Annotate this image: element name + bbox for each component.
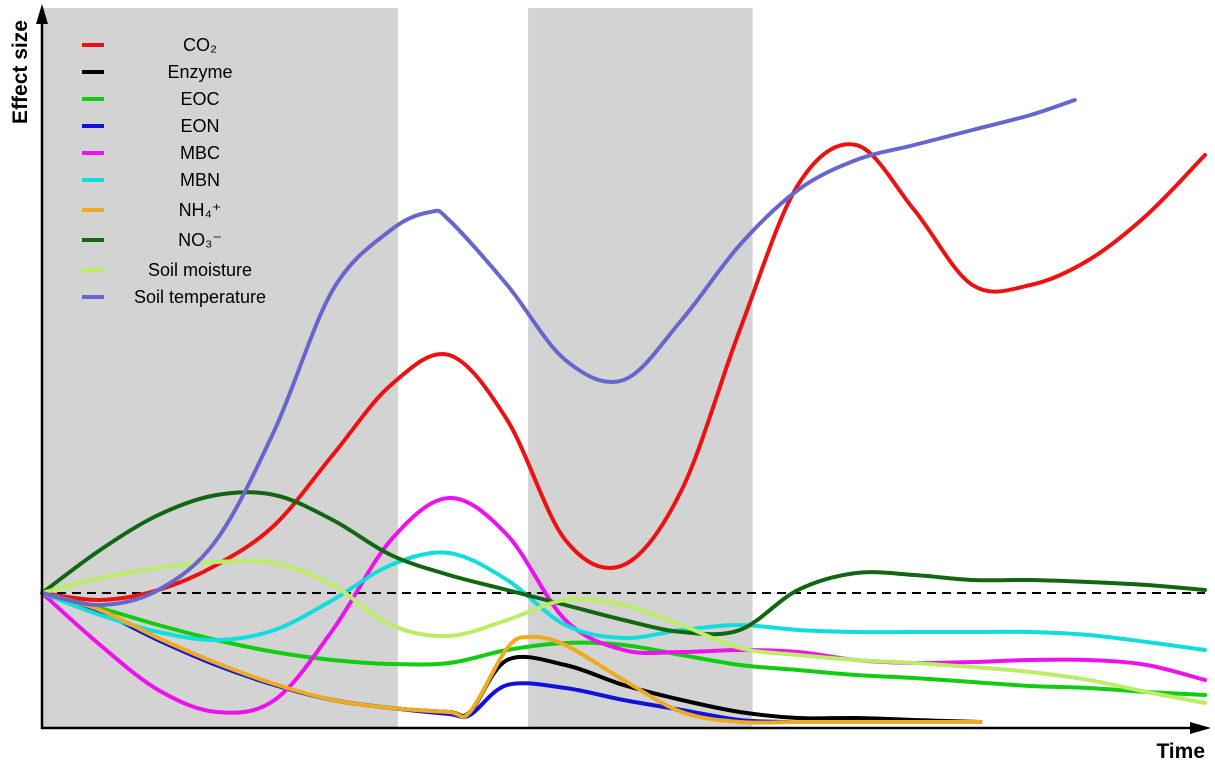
legend-label: Soil moisture — [148, 260, 252, 280]
shaded-regions — [42, 8, 753, 728]
x-axis-arrow — [1190, 722, 1211, 734]
legend-label: MBN — [180, 170, 220, 190]
shaded-region-1 — [42, 8, 398, 728]
legend-label: NO₃⁻ — [178, 230, 222, 250]
series-line-nh- — [40, 591, 983, 725]
series-line-no- — [40, 490, 1207, 637]
legend-label: Soil temperature — [134, 287, 266, 307]
series-line-soil-moisture — [40, 558, 1207, 705]
series-line-mbc — [40, 495, 1207, 715]
legend-label: NH₄⁺ — [179, 200, 222, 220]
x-axis-label: Time — [1156, 740, 1205, 763]
legend-label: CO₂ — [183, 35, 217, 55]
series-line-mbn — [40, 550, 1207, 652]
series-lines — [40, 98, 1207, 725]
axes: Effect size Time — [9, 4, 1211, 763]
series-line-soil-temperature — [40, 98, 1077, 608]
legend: CO₂ Enzyme EOC EON MBC MBN NH₄⁺ NO₃⁻ Soil moistu… — [82, 35, 266, 307]
legend-label: MBC — [180, 143, 220, 163]
series-line-eoc — [40, 591, 1207, 697]
legend-label: EON — [180, 116, 219, 136]
y-axis-label: Effect size — [9, 20, 32, 124]
series-line-co- — [40, 142, 1207, 603]
legend-label: Enzyme — [167, 62, 232, 82]
legend-label: EOC — [180, 89, 219, 109]
y-axis-arrow — [36, 4, 48, 24]
